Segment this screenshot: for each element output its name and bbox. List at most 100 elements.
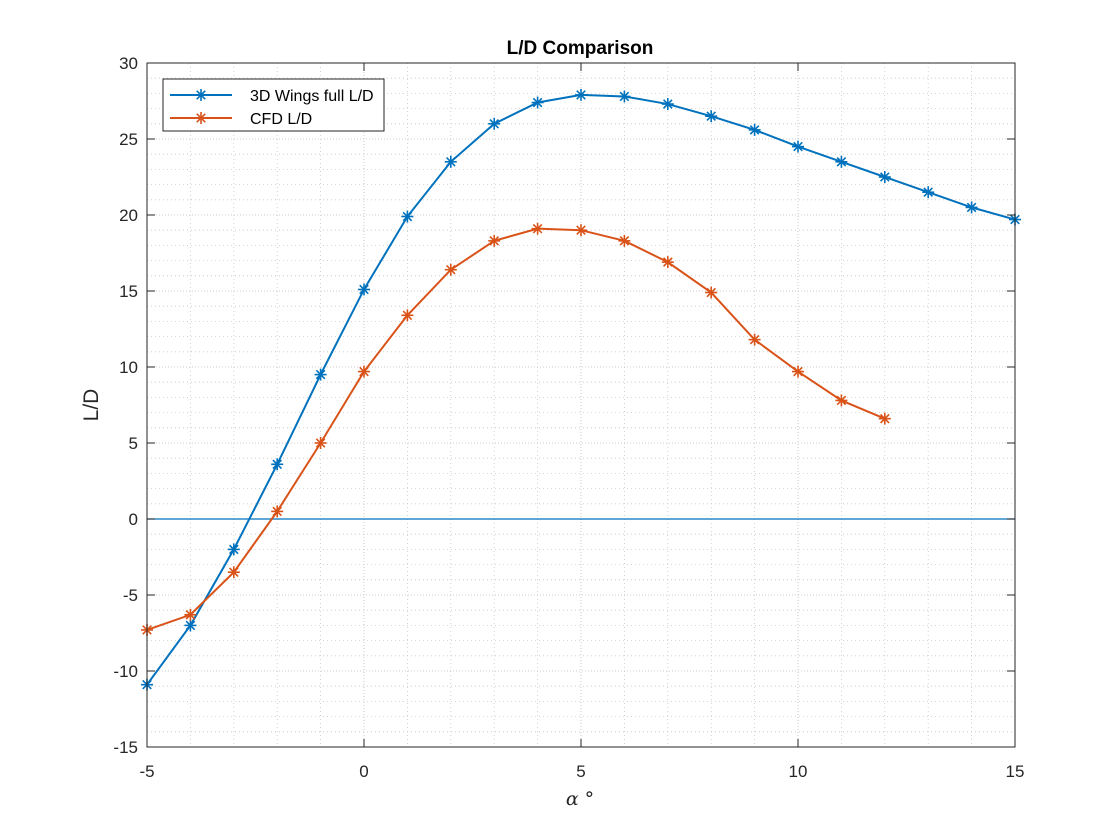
x-tick-label: 0 [359, 762, 368, 781]
series-1-point [401, 210, 414, 223]
marker-stroke [749, 125, 760, 135]
marker-stroke [836, 395, 847, 406]
x-tick-label: 5 [576, 762, 585, 781]
marker-stroke [706, 111, 717, 122]
series-2-point [792, 365, 804, 378]
marker-stroke [576, 225, 586, 236]
series-2-point [314, 437, 327, 449]
y-tick-label: 20 [119, 206, 138, 225]
series-2-point [184, 608, 197, 621]
series-2-line [146, 227, 886, 631]
marker-stroke [272, 506, 283, 517]
marker-stroke [196, 90, 206, 100]
marker-stroke [966, 202, 977, 213]
marker-stroke [272, 459, 283, 470]
marker-stroke [662, 257, 673, 267]
series-2-point [531, 222, 544, 235]
legend-asterisk [195, 112, 207, 124]
marker-stroke [836, 156, 847, 167]
marker-stroke [315, 369, 326, 380]
marker-stroke [489, 118, 500, 129]
series-2-point [748, 333, 761, 346]
series-1-point [705, 110, 718, 123]
y-tick-labels: -15 -10 -5 0 5 10 15 20 25 30 [113, 54, 138, 757]
y-tick-label: 0 [129, 510, 138, 529]
series-1-point [922, 186, 935, 199]
y-tick-label: -15 [113, 738, 138, 757]
series-1-point [748, 123, 761, 136]
x-tick-label: -5 [139, 762, 154, 781]
y-axis-label: L/D [80, 389, 103, 422]
y-tick-label: 5 [129, 434, 138, 453]
marker-stroke [923, 187, 934, 198]
axis-ticks [146, 62, 1016, 748]
marker-stroke [706, 287, 717, 298]
series-2-point [444, 263, 457, 276]
legend-asterisk [195, 89, 207, 101]
y-tick-label: -5 [123, 586, 138, 605]
marker-stroke [315, 438, 326, 448]
legend-box [162, 78, 385, 132]
marker-stroke [402, 211, 413, 222]
x-tick-labels: -5 0 5 10 15 [139, 762, 1024, 781]
marker-stroke [402, 310, 413, 321]
series-2-point [575, 224, 587, 237]
series-1-point [878, 171, 891, 183]
marker-stroke [749, 334, 760, 345]
x-tick-label: 15 [1006, 762, 1025, 781]
marker-stroke [576, 90, 586, 100]
marker-stroke [793, 366, 803, 377]
marker-stroke [879, 413, 890, 424]
marker-stroke [532, 97, 543, 108]
legend: 3D Wings full L/D CFD L/D [162, 78, 385, 132]
series-1-point [618, 90, 631, 103]
series-1-point [835, 155, 848, 168]
marker-stroke [793, 141, 803, 152]
marker-stroke [359, 284, 369, 295]
marker-stroke [445, 264, 456, 275]
series-1-point [575, 88, 587, 101]
series-2-point [705, 286, 718, 299]
series-1-point [444, 155, 457, 168]
series-2-point [401, 309, 414, 322]
marker-stroke [489, 236, 500, 246]
series-2-point [618, 234, 631, 247]
y-tick-label: 30 [119, 54, 138, 73]
marker-stroke [619, 91, 630, 102]
legend-label-series-1: 3D Wings full L/D [250, 88, 374, 105]
marker-stroke [532, 223, 543, 234]
series-1-point [184, 619, 197, 632]
series-1-point [661, 98, 674, 111]
y-tick-label: 15 [119, 282, 138, 301]
series-1-point [358, 283, 370, 296]
series-1-point [488, 117, 501, 130]
series-2-point [271, 505, 284, 518]
y-tick-label: 10 [119, 358, 138, 377]
series-1-point [965, 201, 978, 214]
legend-marker-series-2 [195, 112, 207, 124]
series-1-point [271, 458, 284, 471]
series-2-point [661, 256, 674, 269]
marker-stroke [445, 156, 456, 167]
series-2-point [878, 412, 891, 425]
series-1-point [792, 140, 804, 153]
legend-marker-series-1 [195, 89, 207, 101]
series-2-point [488, 234, 501, 247]
y-tick-label: -10 [113, 662, 138, 681]
chart-title: L/D Comparison [507, 38, 654, 59]
series-2-point [835, 394, 848, 407]
series-2-point [227, 566, 240, 579]
marker-stroke [185, 609, 196, 620]
series-2-point [358, 365, 370, 378]
marker-stroke [196, 113, 206, 123]
marker-stroke [662, 99, 673, 109]
marker-stroke [619, 236, 630, 246]
x-tick-label: 10 [789, 762, 808, 781]
marker-stroke [228, 567, 239, 578]
marker-stroke [879, 172, 890, 182]
series-1-point [531, 96, 544, 109]
marker-stroke [359, 366, 369, 377]
marker-stroke [228, 544, 239, 555]
marker-stroke [185, 620, 196, 631]
